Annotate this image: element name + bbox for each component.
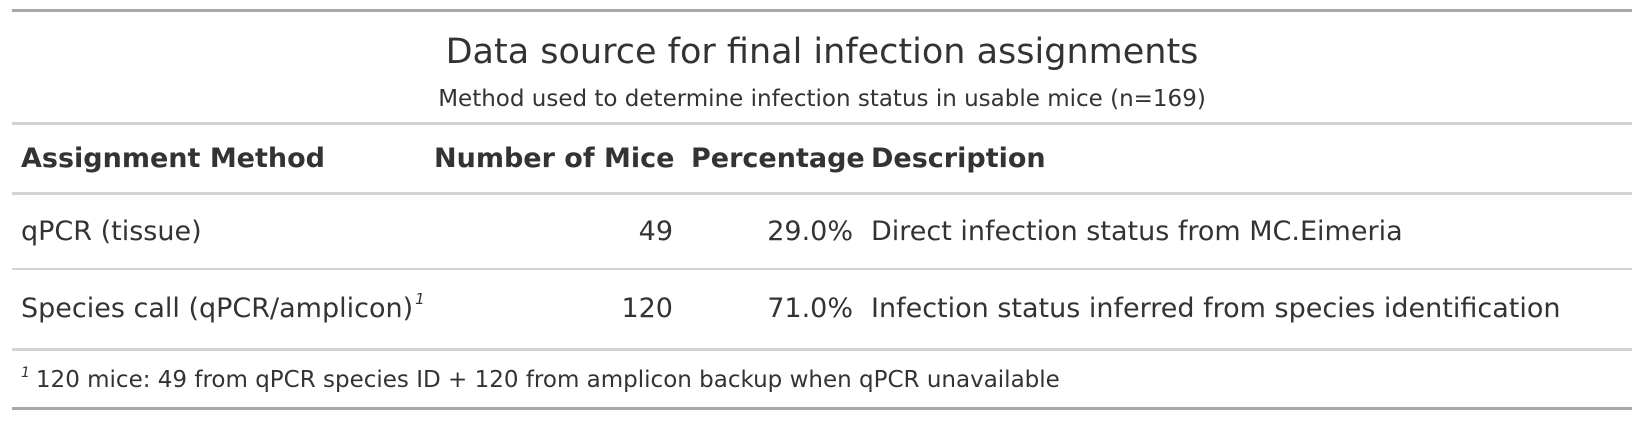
method-text: qPCR (tissue): [21, 215, 202, 247]
method-text: Species call (qPCR/amplicon): [21, 293, 414, 325]
header-row: Assignment Method Number of Mice Percent…: [12, 125, 1632, 195]
column-header-method: Assignment Method: [12, 125, 425, 195]
table-row: qPCR (tissue) 49 29.0% Direct infection …: [12, 193, 1632, 270]
table-heading: Data source for final infection assignme…: [12, 12, 1632, 125]
column-header-count: Number of Mice: [425, 125, 682, 195]
footnote-marker: 1: [415, 290, 425, 309]
percentage-cell: 71.0%: [682, 269, 862, 351]
column-header-description: Description: [862, 125, 1632, 195]
count-cell: 120: [425, 269, 682, 351]
description-cell: Direct infection status from MC.Eimeria: [862, 193, 1632, 270]
data-table: Assignment Method Number of Mice Percent…: [12, 125, 1632, 351]
footnote-marker: 1: [21, 364, 30, 381]
table-footnote: 1 120 mice: 49 from qPCR species ID + 120…: [12, 351, 1632, 407]
percentage-cell: 29.0%: [682, 193, 862, 270]
footnote-text: 120 mice: 49 from qPCR species ID + 120 …: [35, 366, 1060, 393]
summary-table: Data source for final infection assignme…: [12, 9, 1632, 410]
column-header-percentage: Percentage: [682, 125, 865, 195]
count-cell: 49: [425, 193, 682, 270]
table-row: Species call (qPCR/amplicon) 1 120 71.0% …: [12, 269, 1632, 351]
description-cell: Infection status inferred from species i…: [862, 269, 1632, 351]
table-title: Data source for final infection assignme…: [445, 32, 1199, 72]
table-subtitle: Method used to determine infection statu…: [438, 86, 1206, 112]
method-cell: Species call (qPCR/amplicon) 1: [12, 269, 425, 351]
method-cell: qPCR (tissue): [12, 193, 425, 270]
